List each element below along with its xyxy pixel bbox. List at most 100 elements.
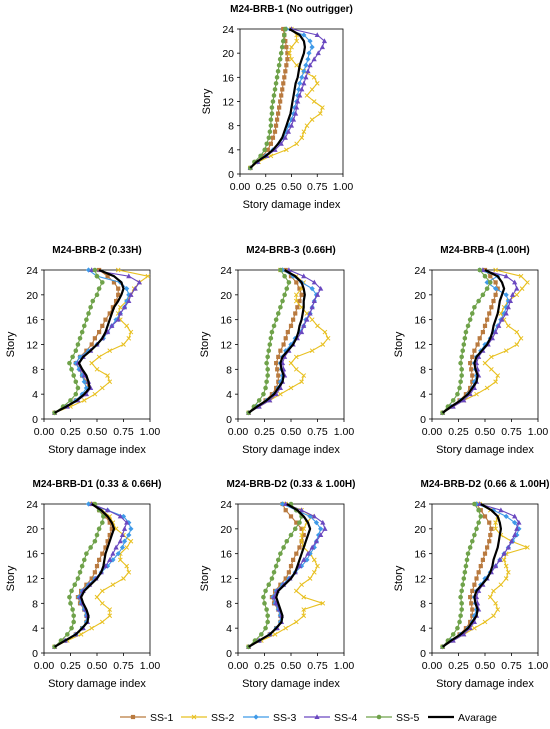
y-tick-label: 20 xyxy=(220,524,232,536)
marker-p5-s4-4 xyxy=(265,619,270,625)
marker-plegend-s0-0 xyxy=(130,714,136,720)
x-axis-label: Story damage index xyxy=(243,199,341,211)
marker-p0-s3-18 xyxy=(311,56,317,62)
marker-p6-s0-10 xyxy=(472,582,477,587)
marker-p1-s4-13 xyxy=(79,329,85,335)
series-line-avarage xyxy=(54,268,125,414)
marker-p5-s3-19 xyxy=(322,526,328,531)
marker-p6-s3-19 xyxy=(514,526,520,531)
marker-p1-s4-22 xyxy=(94,273,100,279)
marker-p2-s4-3 xyxy=(261,391,266,397)
marker-p4-s4-12 xyxy=(77,569,83,575)
marker-p0-s4-23 xyxy=(283,26,288,32)
marker-p2-s4-14 xyxy=(271,323,277,329)
marker-p0-s1-13 xyxy=(309,87,315,92)
marker-p4-s1-11 xyxy=(121,576,126,581)
series-line-ss-2 xyxy=(248,269,329,414)
x-tick-label: 1.00 xyxy=(334,426,355,438)
y-tick-label: 24 xyxy=(414,265,426,277)
marker-p1-s1-13 xyxy=(128,329,134,335)
series-line-avarage xyxy=(249,28,306,169)
marker-p0-s4-10 xyxy=(269,105,275,110)
marker-p6-s1-5 xyxy=(491,613,496,619)
marker-p3-s1-4 xyxy=(484,385,490,391)
marker-p3-s4-11 xyxy=(461,342,467,347)
marker-p6-s0-7 xyxy=(469,601,474,606)
marker-p1-s3-18 xyxy=(126,298,132,304)
marker-p1-s4-14 xyxy=(81,323,87,329)
marker-p0-s1-18 xyxy=(289,56,294,62)
marker-p4-s3-22 xyxy=(105,507,111,513)
y-tick-label: 20 xyxy=(26,290,38,302)
marker-p3-s0-10 xyxy=(472,348,477,353)
panel-2: M24-BRB-2 (0.33H) 0.00 0.25 0.50 0.75 1.00 0 4 8… xyxy=(5,245,160,456)
marker-p3-s0-15 xyxy=(485,317,490,322)
marker-p4-s4-18 xyxy=(94,532,100,538)
marker-p1-s1-6 xyxy=(105,373,110,378)
marker-p0-s4-13 xyxy=(272,87,278,92)
marker-p1-s0-11 xyxy=(89,342,94,347)
x-tick-label: 0.00 xyxy=(422,426,443,438)
marker-p4-s0-12 xyxy=(92,570,97,575)
marker-p1-s1-22 xyxy=(145,273,151,279)
y-tick-label: 0 xyxy=(226,414,232,426)
x-tick-label: 0.00 xyxy=(228,660,249,672)
series-line-ss-5 xyxy=(249,28,286,169)
marker-p1-s2-18 xyxy=(124,298,130,304)
marker-p0-s1-19 xyxy=(287,50,292,56)
marker-p6-s1-9 xyxy=(491,588,496,594)
marker-p5-s3-15 xyxy=(305,550,311,556)
x-tick-label: 0.00 xyxy=(34,426,55,438)
marker-p3-s4-21 xyxy=(488,280,493,285)
legend-entry: SS-2 xyxy=(211,712,235,724)
marker-p1-s1-10 xyxy=(107,348,113,354)
marker-p3-s4-6 xyxy=(459,373,464,378)
x-tick-label: 0.25 xyxy=(254,426,275,438)
marker-p6-s4-14 xyxy=(464,557,470,563)
marker-p0-s0-15 xyxy=(282,75,287,80)
marker-p1-s3-19 xyxy=(128,292,134,297)
marker-p5-s4-5 xyxy=(265,613,270,619)
marker-p4-s4-10 xyxy=(72,582,78,588)
marker-p6-s1-7 xyxy=(493,600,498,606)
marker-p1-s3-14 xyxy=(109,323,115,328)
marker-p5-s4-12 xyxy=(271,569,277,575)
y-tick-label: 4 xyxy=(226,389,232,401)
series-line-avarage xyxy=(441,503,502,648)
marker-p1-s4-11 xyxy=(75,342,81,347)
marker-p0-s1-17 xyxy=(294,62,300,68)
marker-p1-s1-8 xyxy=(89,360,95,366)
y-tick-label: 12 xyxy=(414,340,426,352)
marker-p5-s0-14 xyxy=(291,557,296,562)
marker-p5-s4-14 xyxy=(275,557,281,563)
marker-p2-s1-9 xyxy=(293,354,299,360)
marker-p5-s3-14 xyxy=(301,557,307,562)
marker-p1-s0-19 xyxy=(116,292,121,297)
marker-p0-s4-20 xyxy=(279,44,285,50)
marker-p2-s4-16 xyxy=(275,311,281,316)
panel-title: M24-BRB-3 (0.66H) xyxy=(246,245,335,256)
x-tick-label: 0.50 xyxy=(87,660,108,672)
marker-p0-s0-16 xyxy=(283,69,288,74)
series-line-ss-1 xyxy=(442,503,492,648)
marker-p5-s4-2 xyxy=(259,632,264,637)
marker-p1-s4-3 xyxy=(73,391,79,397)
marker-p1-s4-2 xyxy=(68,398,73,403)
series-line-avarage xyxy=(441,269,506,414)
marker-p4-s4-4 xyxy=(71,619,76,625)
marker-p6-s1-4 xyxy=(482,619,488,625)
x-tick-label: 1.00 xyxy=(140,426,161,438)
marker-p0-s3-7 xyxy=(288,122,295,128)
marker-p3-s0-8 xyxy=(468,361,473,366)
series-line-ss-4 xyxy=(54,503,128,648)
marker-p5-s1-13 xyxy=(315,563,320,569)
marker-p0-s3-21 xyxy=(321,38,328,44)
marker-p2-s1-12 xyxy=(325,335,331,341)
marker-p4-s4-15 xyxy=(84,551,89,556)
marker-p1-s3-21 xyxy=(136,279,142,285)
y-tick-label: 12 xyxy=(220,340,232,352)
series-line-avarage xyxy=(248,503,312,648)
marker-p0-s2-14 xyxy=(297,80,303,86)
marker-p1-s0-15 xyxy=(103,317,108,322)
y-tick-label: 4 xyxy=(420,623,426,635)
